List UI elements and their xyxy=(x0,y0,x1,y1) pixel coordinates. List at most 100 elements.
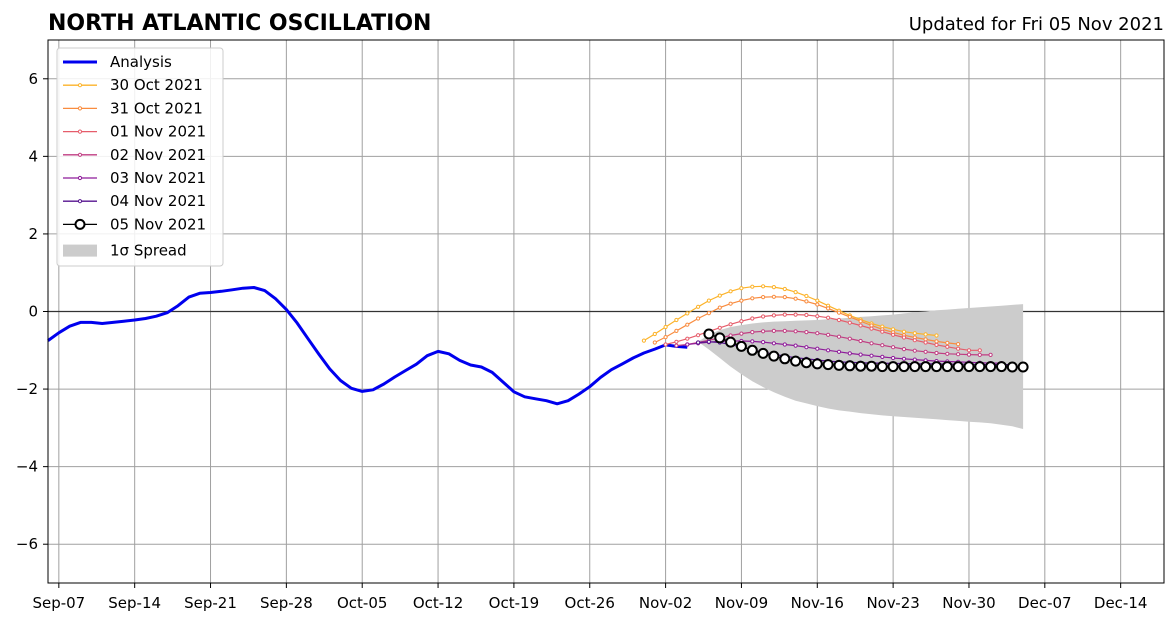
series-point xyxy=(912,331,917,336)
legend-box xyxy=(56,47,224,267)
series-point xyxy=(790,355,802,367)
series-point xyxy=(782,286,787,292)
series-point xyxy=(804,293,809,299)
series-point xyxy=(804,312,809,318)
x-tick-label: Dec-07 xyxy=(1018,594,1072,612)
series-point xyxy=(891,355,896,361)
series-point xyxy=(706,311,712,316)
series-point xyxy=(887,361,899,373)
legend-label: 31 Oct 2021 xyxy=(110,99,203,117)
series-point xyxy=(977,348,982,353)
x-tick-label: Nov-02 xyxy=(639,594,692,612)
series-point xyxy=(866,360,877,372)
x-tick-label: Dec-14 xyxy=(1094,594,1148,612)
series-point xyxy=(836,349,842,354)
series-point xyxy=(793,343,798,348)
series-point xyxy=(847,351,852,356)
series-point xyxy=(685,311,690,316)
series-point xyxy=(674,317,679,323)
series-point xyxy=(641,338,647,343)
series-point xyxy=(739,331,744,336)
series-point xyxy=(663,324,668,330)
series-point xyxy=(945,344,950,349)
series-point xyxy=(912,357,917,362)
series-point xyxy=(909,361,921,373)
y-tick-label: −4 xyxy=(16,458,38,476)
series-point xyxy=(869,353,874,358)
series-point xyxy=(869,326,874,331)
x-tick-label: Nov-23 xyxy=(866,594,919,612)
legend-marker xyxy=(77,199,83,204)
series-point xyxy=(804,330,809,335)
series-point xyxy=(717,325,722,330)
series-point xyxy=(761,329,766,334)
series-point xyxy=(739,319,744,324)
series-point xyxy=(934,339,939,344)
series-point xyxy=(847,320,852,325)
series-point xyxy=(771,285,777,290)
series-point xyxy=(811,358,823,370)
series-point xyxy=(844,360,856,372)
legend-label: 05 Nov 2021 xyxy=(110,215,206,233)
series-point xyxy=(880,343,885,348)
x-tick-label: Sep-14 xyxy=(108,594,161,612)
series-point xyxy=(956,346,961,351)
series-point xyxy=(757,347,769,359)
series-point xyxy=(826,348,831,353)
series-point xyxy=(901,347,907,352)
series-point xyxy=(750,316,755,321)
series-point xyxy=(728,301,733,306)
legend-label: 02 Nov 2021 xyxy=(110,146,206,164)
series-point xyxy=(663,342,668,347)
series-point xyxy=(923,332,928,337)
legend-label: 1σ Spread xyxy=(110,242,187,260)
x-tick-label: Oct-12 xyxy=(413,594,463,612)
series-point xyxy=(674,343,679,348)
series-point xyxy=(945,340,950,345)
x-tick-label: Sep-21 xyxy=(184,594,237,612)
series-point xyxy=(836,317,842,323)
series-point xyxy=(901,356,907,361)
legend-marker xyxy=(77,129,83,134)
series-point xyxy=(847,336,852,341)
legend-marker xyxy=(77,175,83,181)
series-point xyxy=(750,296,755,301)
legend-label: Analysis xyxy=(110,53,172,71)
series-point xyxy=(717,293,722,298)
series-point xyxy=(696,340,701,345)
legend-label: 01 Nov 2021 xyxy=(110,123,206,141)
series-point xyxy=(804,299,809,304)
series-point xyxy=(706,298,712,303)
series-point xyxy=(761,295,766,300)
series-point xyxy=(685,322,690,327)
series-point xyxy=(779,353,791,365)
series-point xyxy=(800,357,812,369)
series-point xyxy=(858,338,863,344)
legend-marker xyxy=(74,218,86,230)
series-point xyxy=(934,333,939,338)
series-point xyxy=(934,350,939,356)
series-point xyxy=(923,340,928,345)
series-point xyxy=(735,340,747,352)
y-tick-label: −6 xyxy=(16,535,38,553)
x-tick-label: Oct-05 xyxy=(337,594,387,612)
series-point xyxy=(956,342,961,347)
legend-label: 04 Nov 2021 xyxy=(110,192,206,210)
series-point xyxy=(815,314,820,319)
series-point xyxy=(750,339,755,344)
forecast-series xyxy=(703,328,1029,373)
series-point xyxy=(815,298,820,303)
y-tick-label: 4 xyxy=(28,147,38,165)
series-point xyxy=(746,344,758,356)
forecast-series xyxy=(663,312,982,353)
series-point xyxy=(912,338,917,343)
series-point xyxy=(815,346,820,351)
series-point xyxy=(728,289,733,294)
series-point xyxy=(826,332,831,337)
chart-subtitle: Updated for Fri 05 Nov 2021 xyxy=(909,14,1164,35)
series-point xyxy=(663,335,668,340)
series-point xyxy=(858,319,863,324)
y-axis: −6 −4 −2 0 2 4 6 xyxy=(16,70,48,553)
series-point xyxy=(804,345,809,350)
